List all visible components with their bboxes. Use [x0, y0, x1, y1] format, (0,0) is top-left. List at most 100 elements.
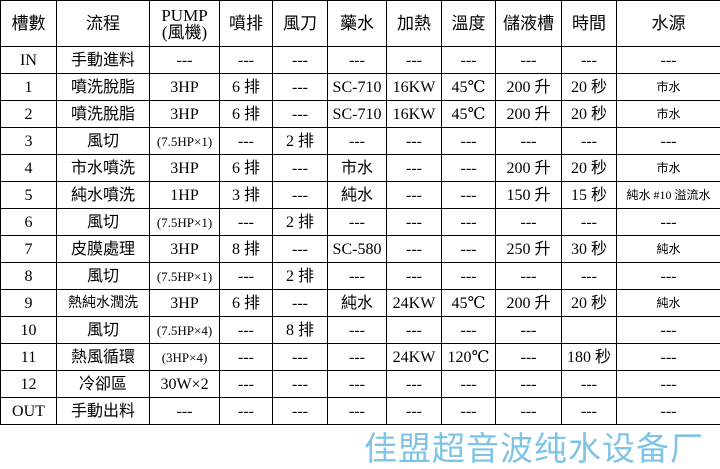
- cell-temperature: ---: [442, 47, 496, 74]
- cell-air-knife: ---: [273, 74, 328, 101]
- cell-reservoir: 200 升: [496, 74, 562, 101]
- cell-time: 20 秒: [562, 155, 617, 182]
- cell-temperature: ---: [442, 263, 496, 290]
- cell-time: 180 秒: [562, 344, 617, 371]
- cell-process: 手動出料: [57, 398, 150, 425]
- cell-temperature: ---: [442, 128, 496, 155]
- cell-heating: ---: [387, 398, 442, 425]
- cell-spray: ---: [220, 317, 273, 344]
- cell-water-source: ---: [617, 317, 720, 344]
- cell-air-knife: ---: [273, 344, 328, 371]
- cell-water-source: ---: [617, 398, 720, 425]
- cell-heating: 16KW: [387, 74, 442, 101]
- cell-tank: OUT: [1, 398, 57, 425]
- cell-air-knife: 8 排: [273, 317, 328, 344]
- cell-pump: ---: [150, 47, 220, 74]
- cell-pump: 3HP: [150, 290, 220, 317]
- cell-chemical: SC-710: [328, 101, 387, 128]
- cell-reservoir: 150 升: [496, 182, 562, 209]
- cell-time: ---: [562, 209, 617, 236]
- cell-process: 風切: [57, 128, 150, 155]
- cell-reservoir: ---: [496, 47, 562, 74]
- cell-time: [562, 317, 617, 344]
- cell-pump: 3HP: [150, 236, 220, 263]
- cell-tank: 3: [1, 128, 57, 155]
- cell-air-knife: ---: [273, 101, 328, 128]
- cell-tank: 5: [1, 182, 57, 209]
- cell-time: ---: [562, 128, 617, 155]
- cell-spray: 6 排: [220, 74, 273, 101]
- cell-water-source: ---: [617, 128, 720, 155]
- cell-tank: 2: [1, 101, 57, 128]
- cell-spray: ---: [220, 344, 273, 371]
- cell-heating: ---: [387, 47, 442, 74]
- cell-reservoir: 200 升: [496, 155, 562, 182]
- cell-spray: 8 排: [220, 236, 273, 263]
- cell-tank: IN: [1, 47, 57, 74]
- cell-process: 市水噴洗: [57, 155, 150, 182]
- cell-reservoir: ---: [496, 344, 562, 371]
- cell-chemical: ---: [328, 371, 387, 398]
- header-heating: 加熱: [387, 1, 442, 47]
- cell-air-knife: ---: [273, 236, 328, 263]
- cell-heating: 16KW: [387, 101, 442, 128]
- cell-heating: ---: [387, 371, 442, 398]
- cell-process: 冷卻區: [57, 371, 150, 398]
- cell-tank: 6: [1, 209, 57, 236]
- cell-process: 噴洗脫脂: [57, 101, 150, 128]
- cell-heating: ---: [387, 236, 442, 263]
- cell-heating: ---: [387, 263, 442, 290]
- cell-process: 皮膜處理: [57, 236, 150, 263]
- cell-chemical: ---: [328, 317, 387, 344]
- cell-time: ---: [562, 371, 617, 398]
- cell-air-knife: ---: [273, 290, 328, 317]
- cell-reservoir: ---: [496, 317, 562, 344]
- header-air-knife: 風刀: [273, 1, 328, 47]
- cell-temperature: ---: [442, 371, 496, 398]
- cell-heating: 24KW: [387, 290, 442, 317]
- cell-air-knife: ---: [273, 398, 328, 425]
- cell-chemical: 純水: [328, 290, 387, 317]
- cell-pump: (7.5HP×1): [150, 209, 220, 236]
- cell-chemical: 市水: [328, 155, 387, 182]
- cell-chemical: SC-710: [328, 74, 387, 101]
- cell-tank: 10: [1, 317, 57, 344]
- cell-time: ---: [562, 47, 617, 74]
- cell-heating: ---: [387, 128, 442, 155]
- cell-water-source: 純水: [617, 236, 720, 263]
- header-temperature: 溫度: [442, 1, 496, 47]
- cell-temperature: 120℃: [442, 344, 496, 371]
- cell-temperature: ---: [442, 317, 496, 344]
- cell-reservoir: ---: [496, 209, 562, 236]
- cell-pump: 1HP: [150, 182, 220, 209]
- cell-temperature: ---: [442, 209, 496, 236]
- cell-process: 風切: [57, 209, 150, 236]
- cell-pump: (3HP×4): [150, 344, 220, 371]
- cell-reservoir: ---: [496, 398, 562, 425]
- cell-pump: (7.5HP×4): [150, 317, 220, 344]
- cell-air-knife: ---: [273, 155, 328, 182]
- cell-tank: 7: [1, 236, 57, 263]
- cell-time: 20 秒: [562, 101, 617, 128]
- header-water-source: 水源: [617, 1, 720, 47]
- cell-spray: ---: [220, 47, 273, 74]
- cell-pump: 3HP: [150, 155, 220, 182]
- cell-water-source: ---: [617, 47, 720, 74]
- cell-process: 風切: [57, 317, 150, 344]
- cell-air-knife: ---: [273, 47, 328, 74]
- cell-pump: (7.5HP×1): [150, 263, 220, 290]
- cell-reservoir: 200 升: [496, 290, 562, 317]
- cell-pump: 3HP: [150, 74, 220, 101]
- cell-water-source: ---: [617, 344, 720, 371]
- cell-time: 20 秒: [562, 290, 617, 317]
- cell-water-source: 純水 #10 溢流水: [617, 182, 720, 209]
- cell-tank: 12: [1, 371, 57, 398]
- cell-reservoir: 200 升: [496, 101, 562, 128]
